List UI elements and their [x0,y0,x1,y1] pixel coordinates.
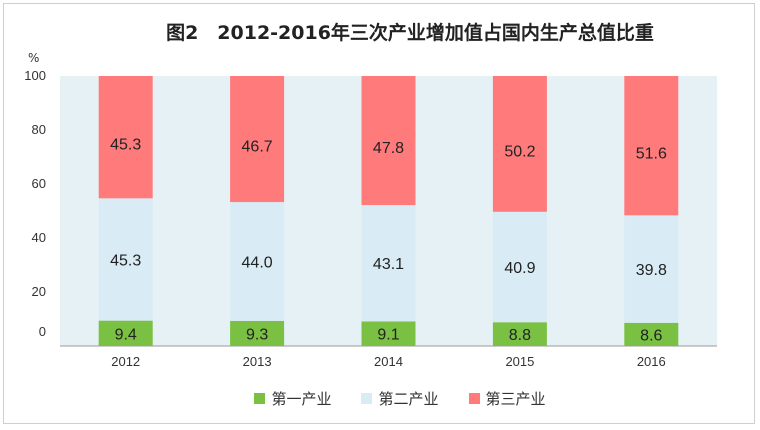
y-axis-unit: % [28,51,40,65]
legend: 第一产业 第二产业 第三产业 [0,388,760,409]
legend-label-primary: 第一产业 [271,390,332,408]
x-tick-label: 2014 [374,354,403,369]
data-label: 9.4 [115,326,137,343]
legend-item-secondary: 第二产业 [361,388,439,409]
bar-2013-series-2 [230,76,285,203]
legend-swatch-secondary [361,393,373,404]
y-tick-label: 100 [24,68,46,83]
bar-2012-series-2 [98,76,153,199]
data-label: 43.1 [373,256,404,273]
bar-2016-series-2 [624,76,679,216]
bar-2016-series-0 [624,322,679,346]
legend-item-primary: 第一产业 [254,388,331,409]
x-tick-label: 2016 [637,354,666,369]
y-tick-label: 40 [32,230,46,245]
data-label: 39.8 [636,262,667,279]
x-tick-label: 2015 [505,354,534,369]
data-label: 44.0 [242,254,273,271]
data-label: 50.2 [504,144,535,161]
bar-2015-series-2 [492,76,547,212]
chart-title: 图2 2012-2016年三次产业增加值占国内生产总值比重 [166,22,654,44]
legend-label-secondary: 第二产业 [378,390,439,408]
bar-2012-series-1 [98,198,153,321]
data-label: 9.3 [246,326,268,343]
data-label: 40.9 [504,260,535,277]
y-tick-label: 20 [32,284,46,299]
bar-2015-series-1 [492,211,547,323]
data-label: 47.8 [373,140,404,157]
legend-item-tertiary: 第三产业 [468,388,546,409]
bar-2016-series-1 [624,215,679,323]
legend-swatch-primary [254,393,266,404]
legend-swatch-tertiary [468,393,480,404]
bar-2014-series-1 [361,205,416,322]
bar-2014-series-0 [361,321,416,346]
y-tick-label: 80 [32,122,46,137]
data-label: 45.3 [110,252,141,269]
x-tick-label: 2012 [111,354,140,369]
y-tick-label: 0 [39,324,46,339]
bar-2013-series-1 [230,202,285,321]
data-label: 45.3 [110,136,141,153]
bar-2015-series-0 [492,322,547,346]
data-label: 51.6 [636,146,667,163]
data-label: 9.1 [377,327,399,344]
x-tick-label: 2013 [243,354,272,369]
y-tick-label: 60 [32,176,46,191]
data-label: 8.8 [509,327,531,344]
data-label: 8.6 [640,327,662,344]
bar-2012-series-0 [98,320,153,346]
data-label: 46.7 [242,138,273,155]
bar-2014-series-2 [361,76,416,206]
legend-label-tertiary: 第三产业 [485,390,546,408]
bar-2013-series-0 [230,320,285,346]
